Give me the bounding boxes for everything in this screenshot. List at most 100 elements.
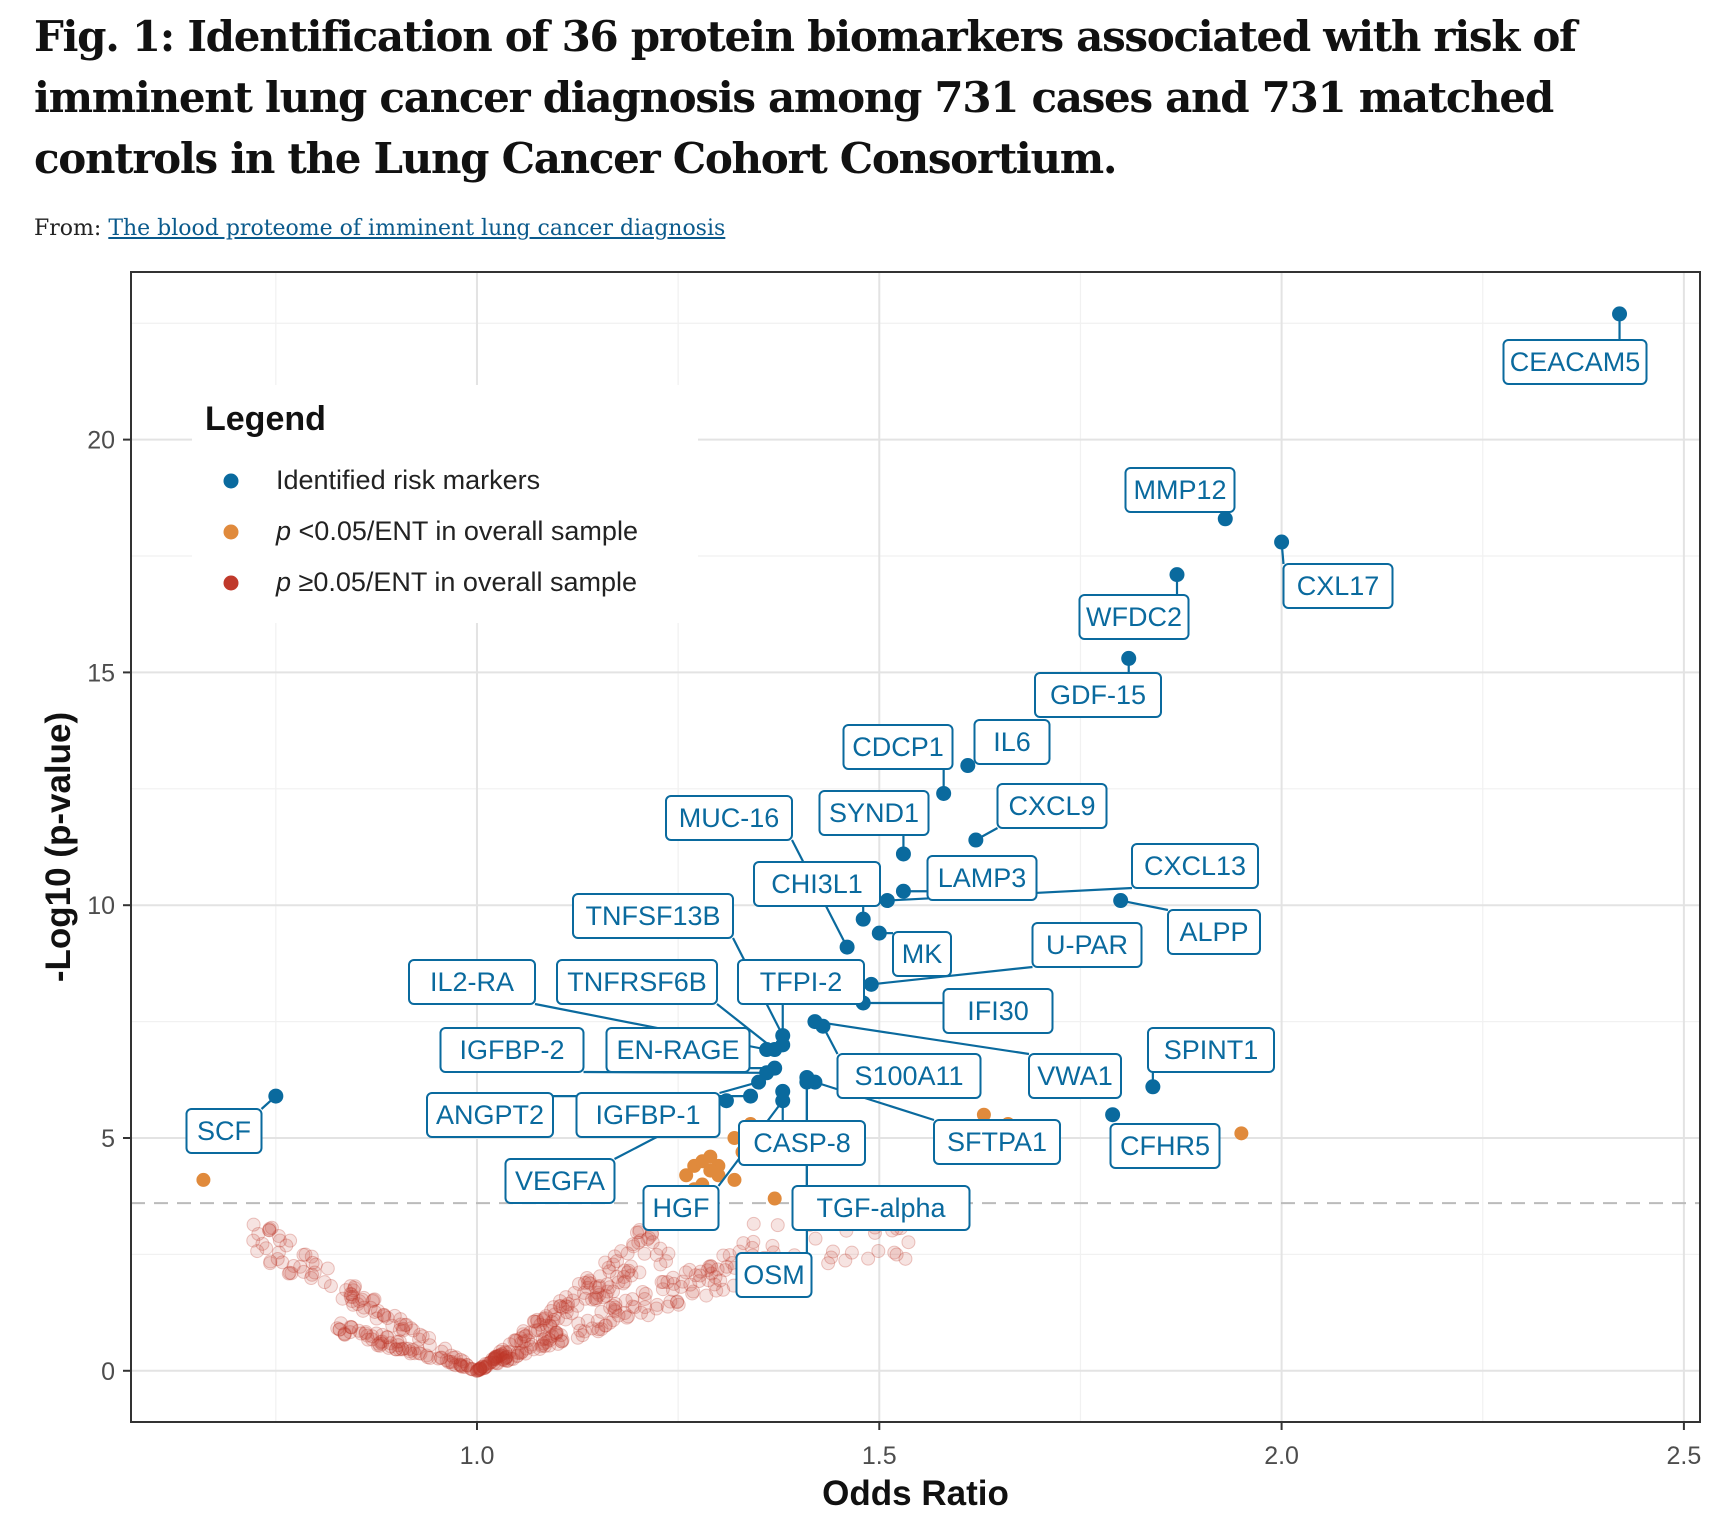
- label-box: [439, 1027, 585, 1073]
- non-significant-point: [510, 1345, 525, 1360]
- non-significant-point: [370, 1338, 385, 1353]
- non-significant-point: [453, 1357, 468, 1372]
- label-text: WFDC2: [1086, 602, 1182, 632]
- non-significant-point: [602, 1264, 617, 1279]
- non-significant-point: [345, 1293, 360, 1308]
- non-significant-point: [500, 1353, 515, 1368]
- label-igfbp-2: IGFBP-2: [439, 1027, 585, 1073]
- non-significant-point: [614, 1244, 629, 1259]
- non-significant-point: [452, 1357, 467, 1372]
- non-significant-point: [548, 1326, 563, 1341]
- label-text: SCF: [197, 1116, 251, 1146]
- non-significant-point: [363, 1300, 378, 1315]
- label-box: [575, 1092, 721, 1138]
- non-significant-point: [592, 1278, 607, 1293]
- non-significant-point: [395, 1342, 410, 1357]
- label-il2-ra: IL2-RA: [408, 959, 536, 1005]
- non-significant-point: [539, 1335, 554, 1350]
- legend-entry: p ≥0.05/ENT in overall sample: [275, 567, 637, 597]
- non-significant-point: [555, 1333, 570, 1348]
- label-text: CXCL13: [1144, 851, 1246, 881]
- non-significant-point: [543, 1318, 558, 1333]
- identified-point-lamp3: [895, 883, 911, 899]
- source-link[interactable]: The blood proteome of imminent lung canc…: [108, 216, 726, 241]
- non-significant-point: [487, 1355, 502, 1370]
- non-significant-point: [660, 1275, 675, 1290]
- label-text: CXL17: [1297, 571, 1380, 601]
- non-significant-point: [637, 1246, 652, 1261]
- non-significant-point: [685, 1286, 700, 1301]
- non-significant-point: [454, 1358, 469, 1373]
- non-significant-point: [571, 1276, 586, 1291]
- significant-overall-point: [727, 1130, 742, 1145]
- non-significant-point: [367, 1304, 382, 1319]
- non-significant-point: [493, 1348, 508, 1363]
- label-tgf-alpha: TGF-alpha: [791, 1185, 971, 1231]
- non-significant-point: [621, 1309, 636, 1324]
- non-significant-point: [625, 1292, 640, 1307]
- non-significant-point: [365, 1329, 380, 1344]
- label-box: [933, 1119, 1061, 1165]
- non-significant-point: [610, 1254, 625, 1269]
- non-significant-point: [634, 1305, 649, 1320]
- non-significant-point: [549, 1325, 564, 1340]
- non-significant-point: [392, 1334, 407, 1349]
- non-significant-point: [535, 1323, 550, 1338]
- identified-point-s100a11: [815, 1018, 831, 1034]
- legend-entry-text: Identified risk markers: [276, 465, 540, 495]
- non-significant-point: [337, 1327, 352, 1342]
- legend-entry-text: <0.05/ENT in overall sample: [291, 516, 638, 546]
- non-significant-point: [343, 1289, 358, 1304]
- label-text: MK: [902, 939, 943, 969]
- label-box: [737, 959, 865, 1005]
- non-significant-point: [713, 1273, 728, 1288]
- non-significant-point: [472, 1362, 487, 1377]
- non-significant-point: [422, 1331, 437, 1346]
- non-significant-point: [567, 1285, 582, 1300]
- leader-line: [871, 965, 1033, 986]
- label-text: LAMP3: [938, 863, 1027, 893]
- non-significant-point: [488, 1351, 503, 1366]
- non-significant-point: [347, 1281, 362, 1296]
- non-significant-point: [395, 1341, 410, 1356]
- non-significant-point: [485, 1352, 500, 1367]
- non-significant-point: [675, 1274, 690, 1289]
- label-text: IGFBP-2: [459, 1035, 564, 1065]
- non-significant-point: [871, 1244, 886, 1259]
- non-significant-point: [619, 1310, 634, 1325]
- non-significant-point: [478, 1359, 493, 1374]
- non-significant-point: [495, 1342, 510, 1357]
- non-significant-point: [591, 1280, 606, 1295]
- non-significant-point: [387, 1308, 402, 1323]
- non-significant-point: [660, 1299, 675, 1314]
- non-significant-point: [246, 1217, 261, 1232]
- non-significant-point: [637, 1291, 652, 1306]
- non-significant-point: [271, 1228, 286, 1243]
- non-significant-point: [346, 1297, 361, 1312]
- label-box: [1034, 672, 1162, 718]
- non-significant-point: [453, 1358, 468, 1373]
- non-significant-point: [377, 1309, 392, 1324]
- non-significant-point: [549, 1325, 564, 1340]
- non-significant-point: [458, 1359, 473, 1374]
- label-box: [1124, 467, 1236, 513]
- non-significant-point: [678, 1265, 693, 1280]
- non-significant-point: [699, 1288, 714, 1303]
- non-significant-point: [473, 1361, 488, 1376]
- non-significant-point: [477, 1361, 492, 1376]
- non-significant-point: [577, 1275, 592, 1290]
- legend-entry: Identified risk markers: [276, 465, 540, 495]
- label-box: [1109, 1123, 1221, 1169]
- plot-border: [130, 271, 1701, 1423]
- non-significant-point: [554, 1334, 569, 1349]
- non-significant-point: [589, 1291, 604, 1306]
- non-significant-point: [361, 1332, 376, 1347]
- non-significant-point: [554, 1334, 569, 1349]
- non-significant-point: [546, 1313, 561, 1328]
- non-significant-point: [585, 1321, 600, 1336]
- non-significant-point: [498, 1351, 513, 1366]
- non-significant-point: [537, 1339, 552, 1354]
- non-significant-point: [412, 1332, 427, 1347]
- non-significant-point: [555, 1300, 570, 1315]
- non-significant-point: [296, 1264, 311, 1279]
